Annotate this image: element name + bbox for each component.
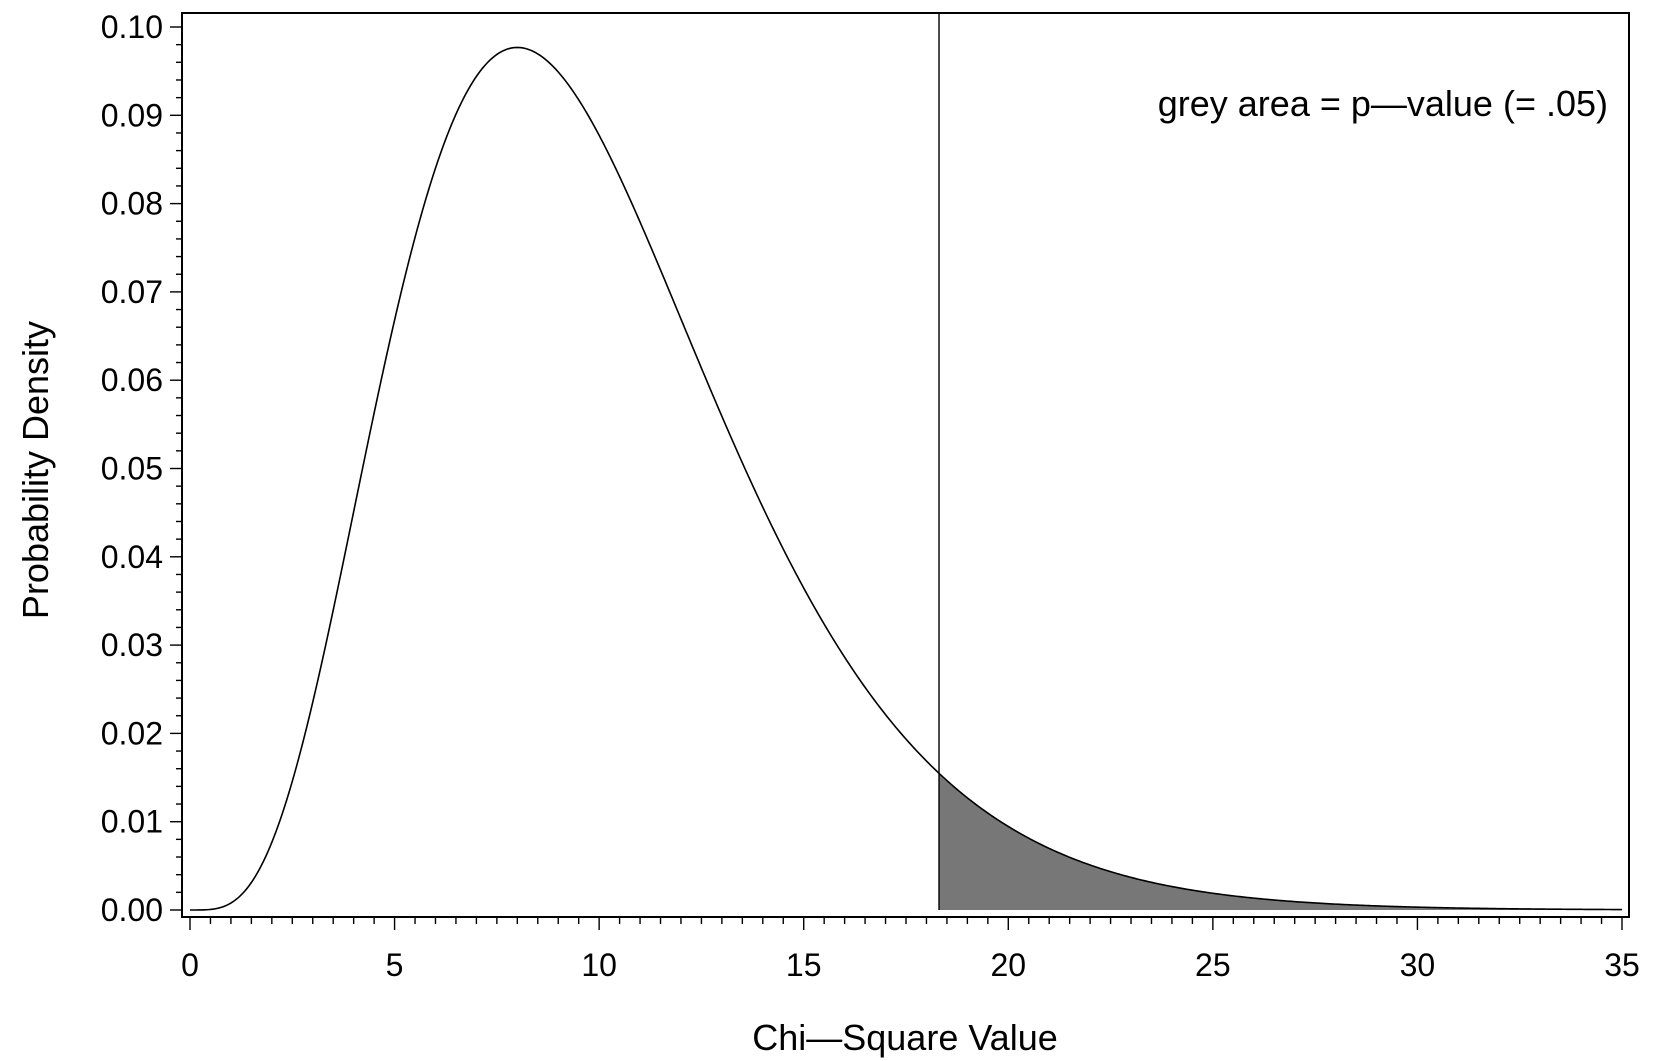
x-tick-label: 10 [581,947,617,983]
x-tick-label: 0 [181,947,199,983]
x-tick-label: 15 [786,947,822,983]
y-tick-label: 0.02 [101,715,163,751]
y-tick-label: 0.06 [101,362,163,398]
x-tick-label: 25 [1195,947,1231,983]
shade-layer [939,773,1622,910]
x-axis: 0 5 10 15 20 25 30 35 [181,917,1640,983]
y-tick-label: 0.05 [101,451,163,487]
y-tick-label: 0.03 [101,627,163,663]
y-tick-label: 0.08 [101,186,163,222]
y-tick-label: 0.00 [101,892,163,928]
curve-layer [190,46,1623,911]
x-tick-label: 5 [386,947,404,983]
density-curve [190,46,1623,911]
x-tick-label: 35 [1604,947,1640,983]
y-tick-label: 0.04 [101,539,163,575]
y-tick-label: 0.09 [101,97,163,133]
plot-frame [181,12,1630,918]
p-value-annotation: grey area = p—value (= .05) [1158,83,1608,124]
x-tick-label: 30 [1400,947,1436,983]
y-axis: 0.00 0.01 0.02 0.03 0.04 0.05 0.06 0.07 0.08 0.09… [101,9,182,928]
y-tick-label: 0.01 [101,804,163,840]
x-tick-label: 20 [990,947,1026,983]
p-value-shaded-area [939,773,1622,910]
y-axis-title: Probability Density [15,321,56,619]
x-axis-title: Chi—Square Value [752,1017,1058,1058]
y-tick-label: 0.10 [101,9,163,45]
y-tick-label: 0.07 [101,274,163,310]
